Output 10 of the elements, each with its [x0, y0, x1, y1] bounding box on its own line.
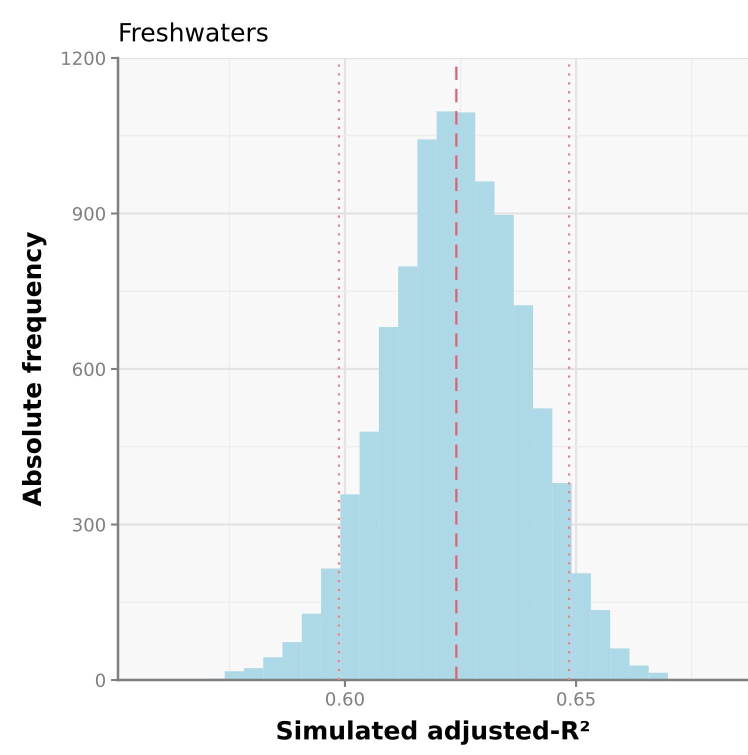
x-tick-label: 0.65 [557, 692, 595, 706]
x-axis-title: Simulated adjusted-R² [277, 720, 589, 745]
y-tick-label: 0 [96, 673, 105, 688]
y-tick-label: 300 [73, 518, 105, 532]
y-tick-label: 1200 [62, 51, 105, 66]
chart-title: Freshwaters [120, 22, 268, 42]
x-tick-label: 0.60 [326, 692, 364, 706]
y-axis-title: Absolute frequency [22, 232, 46, 506]
y-tick-label: 900 [72, 206, 105, 221]
y-tick-label: 600 [72, 362, 105, 376]
